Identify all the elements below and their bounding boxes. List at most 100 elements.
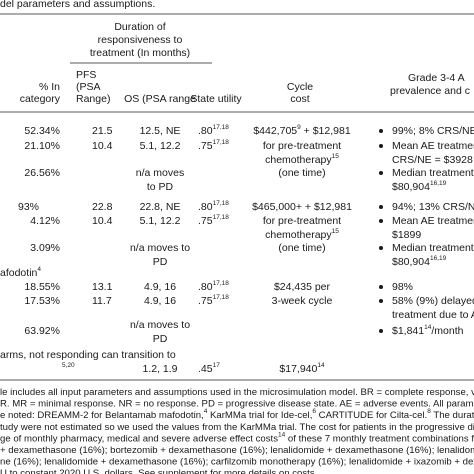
text-run: 17.53%: [24, 295, 60, 307]
text-run: CRS/NE = $3928: [392, 154, 473, 166]
text-run: Median treatment cost: [392, 167, 474, 179]
cell-text: Median treatment cost: [392, 242, 474, 254]
text-run: $80,904: [392, 181, 430, 193]
bullet: [379, 246, 383, 250]
text-run: R. MR = minimal response. NR = no respon…: [0, 398, 474, 409]
text-run: $24,435 per: [274, 281, 331, 293]
text-run: 94%; 13% CRS/NE: [392, 201, 474, 213]
cell-text: .8017,18: [198, 124, 229, 137]
cell-text: afodotin4: [0, 266, 41, 279]
caption: del parameters and assumptions.: [0, 0, 155, 10]
cell-text: $1,84114/month: [392, 324, 464, 337]
text-run: n/a moves to: [130, 242, 190, 254]
text-run: .45: [198, 363, 213, 375]
cell-text: .4517: [198, 362, 220, 375]
text-run: $80,904: [392, 256, 430, 268]
text-run: U to constant 2020 U.S. dollars. See sup…: [0, 468, 317, 474]
text-run: PD: [153, 333, 168, 345]
text-run: + $12,981: [301, 125, 351, 137]
text-run: le includes all input parameters and ass…: [0, 387, 474, 398]
header-label: PFS: [76, 69, 96, 81]
cell-text: 22.8: [92, 201, 113, 213]
footnote-line: R. MR = minimal response. NR = no respon…: [0, 398, 474, 409]
text-run: for pre-treatment: [263, 140, 341, 152]
superscript: 17,18: [213, 200, 230, 207]
superscript: 14: [424, 324, 432, 331]
text-run: $17,940: [279, 363, 317, 375]
cell-text: n/a moves to: [130, 319, 190, 331]
text-run: arms, not responding can transition to: [0, 349, 176, 361]
text-run: .75: [198, 140, 213, 152]
superscript: 15: [332, 228, 340, 235]
header-label: Range): [76, 93, 110, 105]
cell-text: (one time): [278, 242, 325, 254]
cell-text: $24,435 per: [274, 281, 331, 293]
text-run: (one time): [278, 167, 325, 179]
cell-text: 52.34%: [24, 125, 60, 137]
text-run: n/a moves to: [130, 319, 190, 331]
superscript: 4: [37, 266, 41, 273]
cell-text: Mean AE treatment cost: [392, 140, 474, 152]
text-run: 58% (9%) delayed (stop: [392, 295, 474, 307]
text-run: 26.56%: [24, 167, 60, 179]
text-run: e noted: DREAMM-2 for Belantamab mafodot…: [0, 410, 204, 421]
text-run: 22.8, NE: [140, 201, 181, 213]
superscript: 17,18: [213, 280, 230, 287]
header-label: Duration of: [114, 21, 165, 33]
cell-text: 10.4: [92, 215, 113, 227]
cell-text: 58% (9%) delayed (stop: [392, 295, 474, 307]
superscript: 17,18: [213, 124, 230, 131]
text-run: for pre-treatment: [263, 215, 341, 227]
cell-text: PD: [153, 256, 168, 268]
text-run: 3.09%: [30, 242, 60, 254]
cell-text: 4.12%: [30, 215, 60, 227]
cell-text: 3-week cycle: [272, 295, 333, 307]
cell-text: 4.9, 16: [144, 295, 176, 307]
bullet: [379, 299, 383, 303]
cell-text: CRS/NE = $3928: [392, 154, 473, 166]
text-run: chemotherapy: [265, 229, 332, 241]
cell-text: 18.55%: [24, 281, 60, 293]
header-label: State utility: [190, 93, 242, 105]
text-run: 11.7: [92, 295, 112, 307]
bullet: [379, 205, 383, 209]
cell-text: 13.1: [92, 281, 113, 293]
text-run: PD: [153, 256, 168, 268]
cell-text: 26.56%: [24, 167, 60, 179]
superscript: 16,19: [430, 255, 447, 262]
cell-text: 5.1, 12.2: [140, 140, 181, 152]
cell-text: $80,90416,19: [392, 255, 447, 268]
text-run: 21.5: [92, 125, 113, 137]
header-label: prevalence and c: [390, 85, 470, 97]
text-run: 5.1, 12.2: [140, 140, 181, 152]
header-label: Cycle: [287, 81, 313, 93]
text-run: tudy were not estimated so we used the v…: [0, 421, 474, 432]
cell-text: 1.2, 1.9: [142, 363, 177, 375]
text-run: 63.92%: [24, 325, 60, 337]
cell-text: (one time): [278, 167, 325, 179]
superscript: 14: [278, 431, 286, 438]
text-run: $1899: [392, 229, 421, 241]
text-run: 12.5, NE: [140, 125, 181, 137]
cell-text: 21.10%: [24, 140, 60, 152]
footnote-line: U to constant 2020 U.S. dollars. See sup…: [0, 468, 317, 474]
footnote-line: tudy were not estimated so we used the v…: [0, 421, 474, 432]
text-run: 1.2, 1.9: [142, 363, 177, 375]
text-run: /month: [431, 325, 463, 337]
text-run: afodotin: [0, 267, 38, 279]
header-label: responsiveness to: [98, 34, 183, 46]
cell-text: .7517,18: [198, 214, 229, 227]
cell-text: 99%; 8% CRS/NE: [392, 125, 474, 137]
text-run: .80: [198, 281, 213, 293]
text-run: $1,841: [392, 325, 424, 337]
text-run: 18.55%: [24, 281, 60, 293]
text-run: 52.34%: [24, 125, 60, 137]
text-run: 93%: [18, 201, 39, 213]
footnote-line: le includes all input parameters and ass…: [0, 387, 474, 398]
bullet: [379, 144, 383, 148]
superscript: 17: [213, 362, 221, 369]
superscript: 15: [332, 153, 340, 160]
header-label: category: [20, 93, 61, 105]
header-label: cost: [290, 93, 309, 105]
